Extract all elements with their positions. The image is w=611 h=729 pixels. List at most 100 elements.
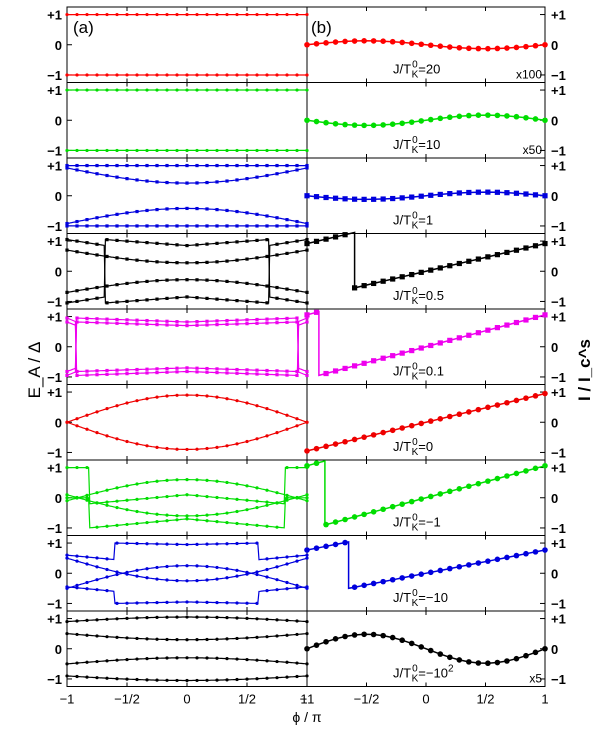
y-tick-label-right: 0 [551, 642, 558, 657]
level-point [145, 224, 149, 228]
level-point [105, 524, 109, 528]
level-point [95, 373, 99, 377]
current-point [370, 580, 377, 587]
current-point [466, 258, 472, 264]
current-point [532, 243, 539, 249]
current-point [532, 649, 539, 656]
level-point [125, 88, 129, 92]
current-point [542, 193, 548, 199]
level-point [135, 148, 139, 153]
level-point [115, 88, 119, 92]
level-point [225, 601, 229, 605]
level-point [115, 658, 119, 662]
level-point [205, 224, 209, 228]
andreev-levels [65, 316, 309, 378]
level-line [66, 238, 308, 304]
andreev-levels [65, 163, 309, 228]
level-point [75, 250, 79, 254]
level-point [225, 259, 229, 263]
level-point [175, 370, 179, 374]
level-point [165, 519, 169, 523]
y-tick-label-right: +1 [551, 461, 566, 476]
current-point [361, 631, 367, 638]
level-point [235, 574, 239, 578]
level-point [225, 148, 229, 153]
level-point [175, 638, 179, 642]
current-point [351, 514, 358, 520]
level-point [65, 662, 69, 666]
level-point [95, 285, 99, 290]
level-point [285, 587, 289, 591]
level-point [105, 73, 109, 77]
row-6: +1 +10 0−1 −1J/T0 K=0 [47, 384, 566, 461]
level-point [275, 321, 279, 325]
level-point [155, 637, 159, 641]
level-point [285, 373, 289, 377]
level-point [105, 317, 109, 321]
level-point [125, 73, 129, 77]
level-point [115, 224, 119, 228]
current-point [523, 652, 529, 659]
level-point [145, 241, 149, 245]
current-point [447, 263, 453, 269]
level-point [295, 148, 299, 153]
x-tick-label: −1 [60, 692, 75, 707]
level-point [185, 514, 189, 518]
level-point [305, 499, 309, 503]
y-tick-label-right: +1 [551, 385, 566, 400]
level-point [125, 439, 129, 444]
level-point [75, 373, 79, 378]
level-point [85, 224, 89, 228]
level-point [105, 301, 109, 305]
andreev-levels [65, 615, 309, 683]
current-point [418, 193, 424, 199]
level-point [195, 393, 199, 397]
current-point [466, 483, 472, 490]
current-point [523, 468, 529, 474]
level-point [155, 520, 159, 524]
level-point [255, 437, 259, 441]
level-point [65, 674, 69, 678]
current-point [532, 314, 539, 321]
level-point [145, 318, 149, 323]
coupling-label-s: 0 [412, 286, 418, 297]
level-point [265, 163, 269, 168]
current-point [437, 567, 444, 574]
level-point [65, 556, 69, 560]
level-point [255, 404, 259, 408]
current-point [371, 280, 377, 287]
level-point [155, 367, 159, 371]
current-point [428, 342, 434, 349]
level-point [295, 661, 299, 665]
current-point [304, 312, 310, 318]
row-5: +1 +10 0−1 −1J/T0 K=0.1 [47, 308, 566, 385]
level-point [115, 12, 119, 17]
level-point [305, 373, 309, 378]
current-point [313, 642, 320, 648]
level-point [125, 211, 129, 215]
level-point [165, 180, 169, 185]
level-point [105, 635, 109, 639]
level-point [215, 678, 219, 682]
level-point [75, 289, 79, 293]
level-point [115, 372, 119, 376]
current-point [504, 473, 510, 479]
current-point [504, 658, 510, 664]
level-point [195, 278, 199, 282]
level-point [215, 224, 219, 228]
x-tick-label: −1 [300, 692, 315, 707]
level-point [145, 88, 149, 92]
current-point [418, 118, 425, 124]
level-point [115, 212, 119, 216]
level-point [165, 73, 169, 77]
coupling-label-j: J/T [393, 213, 411, 228]
level-point [175, 542, 179, 546]
level-point [135, 568, 139, 572]
current-point [313, 118, 320, 125]
level-point [215, 512, 219, 516]
current-point [513, 655, 520, 662]
level-point [65, 496, 69, 500]
level-point [135, 240, 139, 244]
level-point [135, 497, 139, 501]
current-point [371, 196, 377, 202]
